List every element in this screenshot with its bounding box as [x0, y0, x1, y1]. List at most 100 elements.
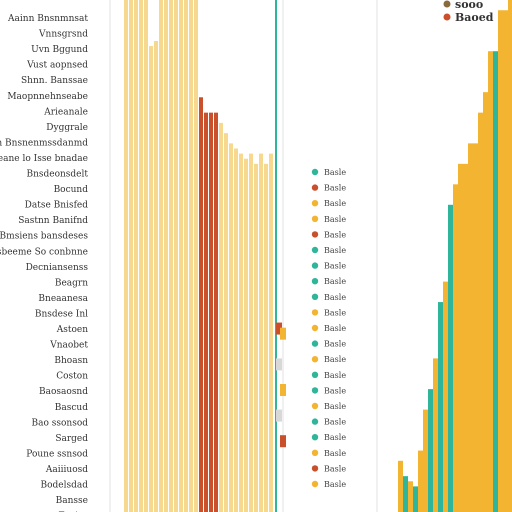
category-labels: Aainn Bnsnmnsat Vnnsgrsnd Uvn Bggund Vust a…	[0, 14, 89, 512]
category-label: Bnsdeonsdelt	[26, 170, 88, 180]
legend-dot	[311, 309, 319, 316]
right-bar	[498, 10, 503, 512]
marker	[276, 322, 282, 335]
marker	[280, 435, 286, 448]
legend-label: Basle	[324, 262, 346, 271]
left-bar	[164, 0, 168, 512]
legend-dot	[311, 418, 319, 425]
right-bar	[463, 163, 468, 512]
right-bar-group	[398, 0, 512, 512]
left-bar	[174, 0, 178, 512]
right-bar	[413, 486, 418, 512]
left-bar	[224, 133, 228, 512]
legend-label: Basle	[324, 402, 346, 411]
right-bar	[433, 358, 438, 512]
category-label: Aainn Bnsnmnsat	[7, 14, 88, 24]
top-legend-label: Baoed	[455, 11, 494, 24]
left-bar	[144, 0, 148, 512]
legend-label: Basle	[324, 433, 346, 442]
category-label: Bhoasn	[54, 356, 88, 366]
left-bar	[249, 153, 253, 512]
legend-label: Basle	[324, 449, 346, 458]
right-bar	[438, 302, 443, 512]
legend-label: Basle	[324, 480, 346, 489]
left-bar	[214, 112, 218, 512]
legend-dot	[311, 387, 319, 394]
category-label: Uvn Bggund	[31, 45, 88, 55]
category-label: Bascud	[55, 403, 88, 413]
legend-dot	[311, 480, 319, 488]
left-bar	[184, 0, 188, 512]
top-legend-label: sooo	[455, 0, 483, 11]
left-bar	[134, 0, 138, 512]
right-bar	[453, 184, 458, 512]
category-label: Bao ssonsod	[31, 418, 88, 428]
left-bar	[219, 122, 223, 512]
left-bar	[269, 153, 273, 512]
category-label: Baosaosnd	[39, 387, 88, 397]
right-bar	[493, 51, 498, 512]
legend-dot	[311, 200, 319, 207]
right-bar	[448, 204, 453, 512]
grid-lines	[109, 0, 378, 512]
right-bar	[503, 10, 508, 512]
legend-dot	[311, 449, 319, 456]
legend-label: Basle	[324, 215, 346, 224]
left-bar	[199, 97, 203, 512]
right-bar	[458, 163, 463, 512]
right-bar	[478, 112, 483, 512]
marker	[276, 409, 282, 422]
left-bar	[259, 153, 263, 512]
category-label: Bansse	[56, 496, 88, 506]
left-bar-group	[124, 0, 273, 512]
legend-label: Basle	[324, 464, 346, 473]
legend-label: Basle	[324, 184, 346, 193]
legend-label: Basle	[324, 293, 346, 302]
left-bar	[179, 0, 183, 512]
left-bar	[169, 0, 173, 512]
legend-dot	[311, 371, 319, 378]
legend-dot	[311, 340, 319, 347]
left-bar	[209, 112, 213, 512]
legend-label: Basle	[324, 230, 346, 239]
marker	[276, 358, 282, 371]
legend-dot	[311, 262, 319, 269]
legend-label: Basle	[324, 355, 346, 364]
category-label: Sarged	[55, 434, 88, 444]
category-label: Bodelsdad	[40, 481, 88, 491]
legend-dot	[311, 278, 319, 285]
legend-dot	[311, 356, 319, 363]
left-bar	[254, 163, 258, 512]
category-label: Dyggrale	[46, 123, 88, 133]
right-bar	[508, 0, 512, 512]
left-bar	[129, 0, 133, 512]
category-label: Vnnsgrsnd	[38, 30, 88, 40]
legend-label: Basle	[324, 324, 346, 333]
legend-label: Basle	[324, 308, 346, 317]
marker-strip	[276, 322, 286, 448]
left-bar	[194, 0, 198, 512]
category-label: Beagrn	[55, 278, 88, 288]
category-label: Bocund	[54, 185, 89, 195]
legend-label: Basle	[324, 340, 346, 349]
right-bar	[428, 389, 433, 512]
legend-dot	[311, 215, 319, 222]
category-label: Maopnnehnseabe	[7, 92, 88, 102]
legend-dot	[311, 168, 319, 176]
left-bar	[154, 40, 158, 512]
top-legend-dot	[443, 0, 451, 8]
legend-label: Basle	[324, 199, 346, 208]
category-label: Sastnn Banifnd	[18, 216, 88, 226]
category-label: Datse Bnisfed	[25, 201, 89, 211]
category-label: Astoen	[56, 325, 88, 335]
category-label: Unisbeeme So conbnne	[0, 247, 88, 257]
category-label: Reane lo Isse bnadae	[0, 154, 88, 164]
right-bar	[398, 460, 403, 512]
left-bar	[149, 46, 153, 512]
left-bar	[139, 0, 143, 512]
right-bar	[483, 92, 488, 512]
right-bar	[443, 281, 448, 512]
left-bar	[244, 158, 248, 512]
category-label: Shnn. Banssae	[21, 76, 88, 86]
left-bar	[264, 163, 268, 512]
